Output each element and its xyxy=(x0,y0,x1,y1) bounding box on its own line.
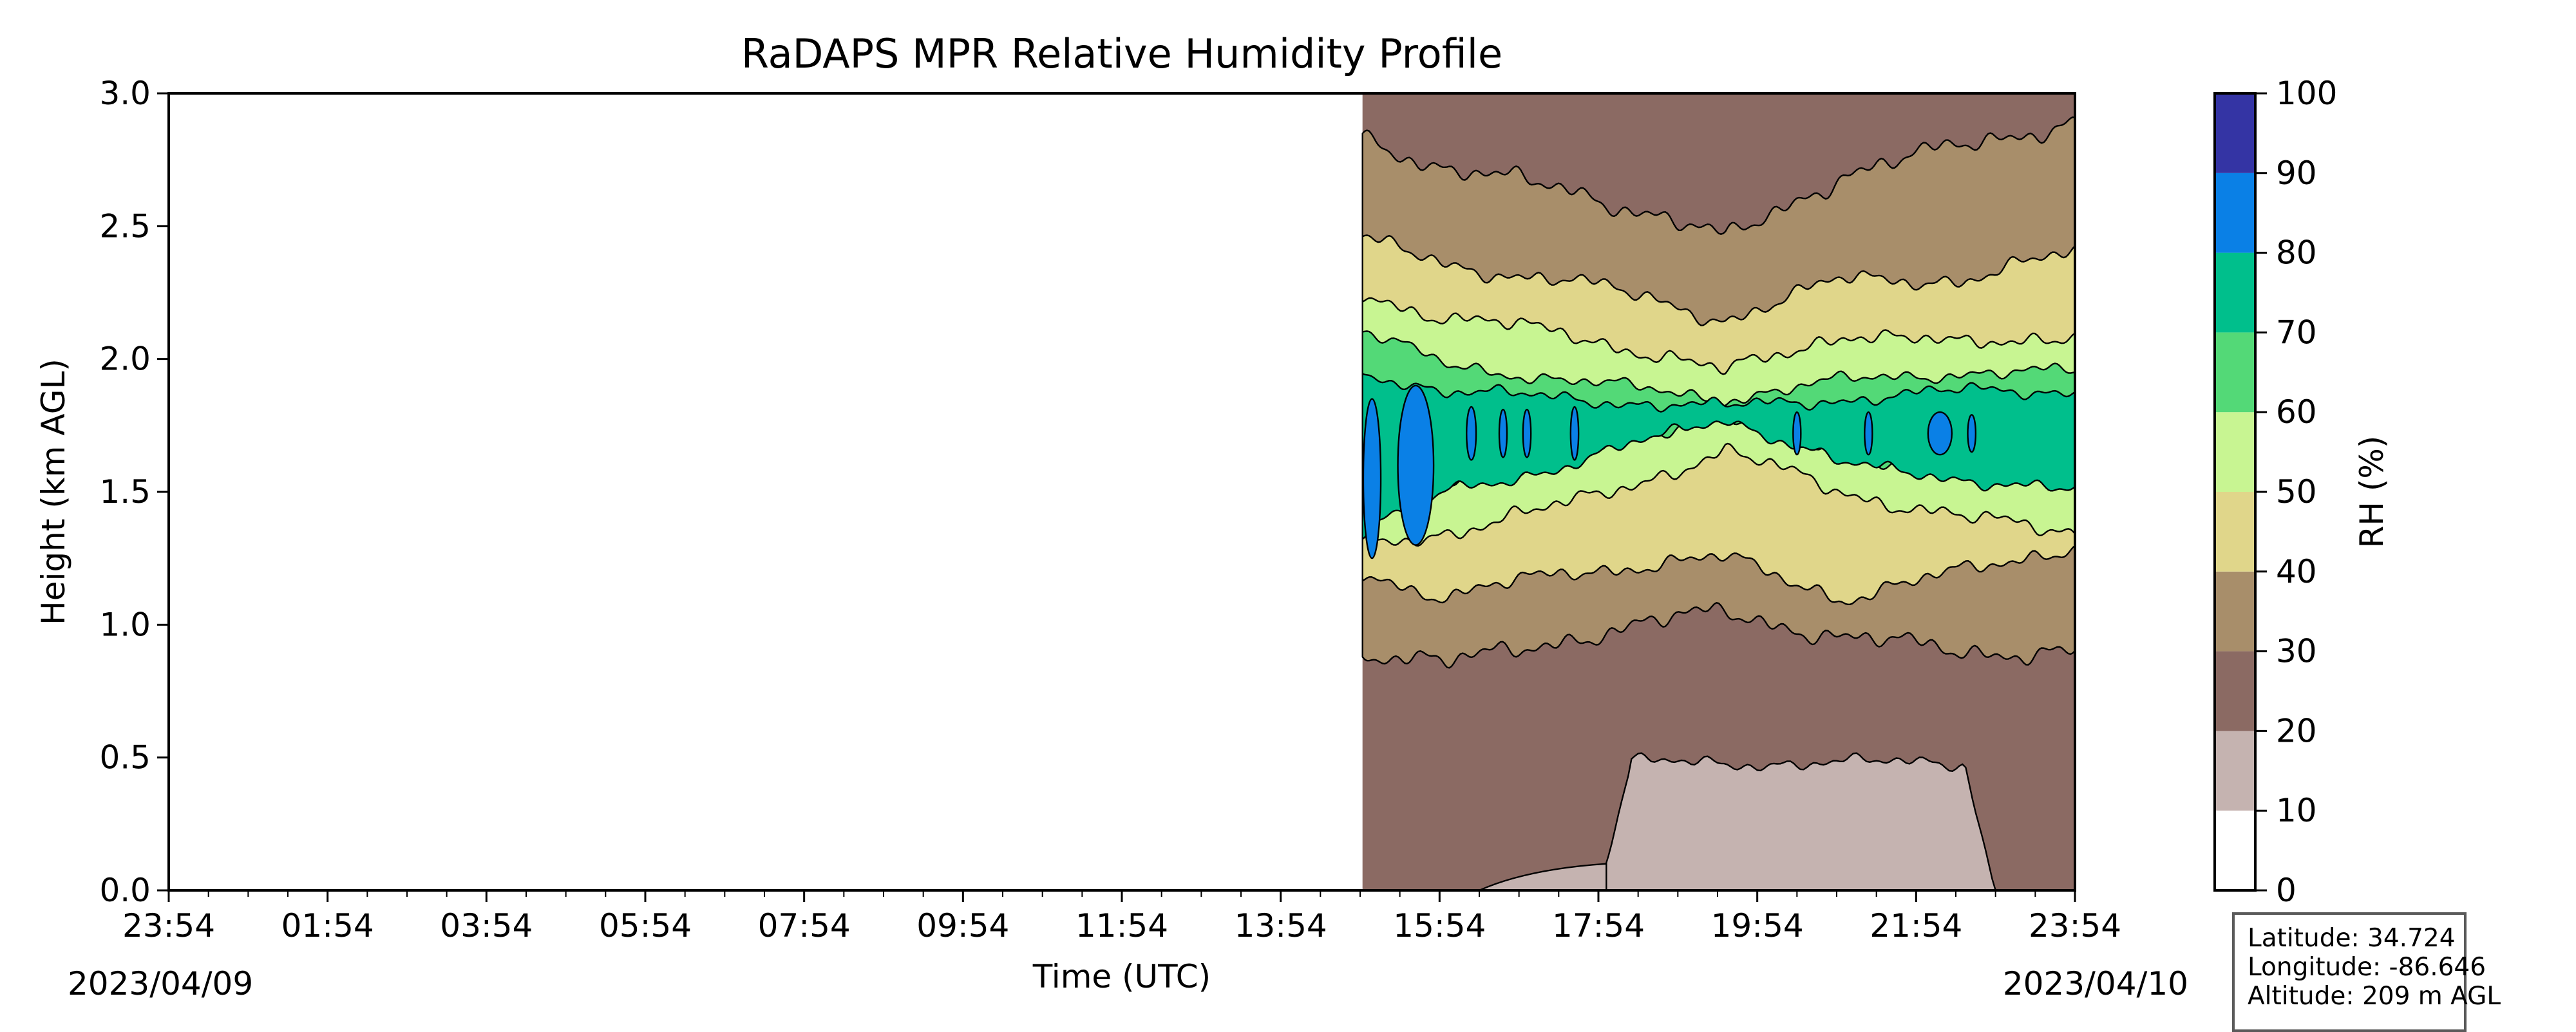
chart-title: RaDAPS MPR Relative Humidity Profile xyxy=(741,30,1502,77)
longitude-text: Longitude: -86.646 xyxy=(2248,953,2486,982)
rh-cell-80-90 xyxy=(1792,411,1802,456)
colorbar-tick-label: 20 xyxy=(2276,712,2317,749)
rh-cell-80-90 xyxy=(1498,408,1508,458)
colorbar-segment xyxy=(2215,332,2255,413)
colorbar-tick-label: 80 xyxy=(2276,234,2317,272)
rh-cell-80-90 xyxy=(1397,384,1435,546)
colorbar-segment xyxy=(2215,811,2255,890)
colorbar-tick-label: 90 xyxy=(2276,155,2317,192)
rh-cell-80-90 xyxy=(1466,406,1477,461)
colorbar: 0 10 20 30 40 50 60 70 80 90 100 xyxy=(2213,75,2337,909)
x-tick-label: 17:54 xyxy=(1552,907,1645,944)
rh-contour-band-1-toe xyxy=(1479,863,1607,890)
end-date: 2023/04/10 xyxy=(2003,965,2188,1002)
rh-cell-80-90 xyxy=(1927,411,1953,456)
x-tick-label: 03:54 xyxy=(440,907,533,944)
colorbar-segment xyxy=(2215,412,2255,492)
y-tick-label: 1.0 xyxy=(99,606,151,643)
colorbar-segment xyxy=(2215,252,2255,333)
y-tick-label: 1.5 xyxy=(99,473,151,511)
start-date: 2023/04/09 xyxy=(68,965,253,1002)
rh-cell-80-90 xyxy=(1864,411,1873,456)
colorbar-tick-label: 0 xyxy=(2276,872,2297,909)
x-tick-label: 23:54 xyxy=(2029,907,2121,944)
rh-contour-band-7 xyxy=(1361,373,2075,541)
colorbar-tick-label: 60 xyxy=(2276,393,2317,431)
colorbar-segment xyxy=(2215,651,2255,731)
rh-cell-80-90 xyxy=(1569,406,1580,461)
colorbar-segment xyxy=(2215,173,2255,253)
latitude-text: Latitude: 34.724 xyxy=(2248,924,2456,953)
x-tick-label: 07:54 xyxy=(758,907,851,944)
y-axis-label: Height (km AGL) xyxy=(35,359,72,625)
colorbar-tick-label: 40 xyxy=(2276,553,2317,590)
x-tick-label: 01:54 xyxy=(281,907,374,944)
station-info-box: Latitude: 34.724 Longitude: -86.646 Alti… xyxy=(2232,912,2501,1032)
x-tick-label: 05:54 xyxy=(599,907,692,944)
rh-contour-field xyxy=(1361,93,2075,890)
y-tick-label: 3.0 xyxy=(99,75,151,112)
x-tick-label: 11:54 xyxy=(1075,907,1168,944)
x-tick-label: 21:54 xyxy=(1870,907,1962,944)
colorbar-tick-label: 30 xyxy=(2276,633,2317,670)
rh-cell-80-90 xyxy=(1967,414,1977,453)
altitude-text: Altitude: 209 m AGL xyxy=(2248,982,2501,1011)
colorbar-tick-label: 10 xyxy=(2276,792,2317,829)
x-tick-label: 09:54 xyxy=(916,907,1009,944)
y-axis: 0.0 0.5 1.0 1.5 2.0 2.5 3.0 xyxy=(99,75,169,909)
colorbar-segment xyxy=(2215,731,2255,811)
y-tick-label: 0.5 xyxy=(99,739,151,776)
colorbar-segment xyxy=(2215,492,2255,572)
colorbar-tick-label: 50 xyxy=(2276,473,2317,511)
colorbar-tick-label: 70 xyxy=(2276,314,2317,351)
x-axis: 23:54 01:54 03:54 05:54 07:54 09:54 11:54 13:54… xyxy=(122,890,2121,944)
colorbar-tick-label: 100 xyxy=(2276,75,2337,112)
colorbar-label: RH (%) xyxy=(2353,436,2391,549)
x-tick-label: 13:54 xyxy=(1235,907,1327,944)
x-tick-label: 19:54 xyxy=(1711,907,1804,944)
x-tick-label: 15:54 xyxy=(1393,907,1486,944)
colorbar-segment xyxy=(2215,93,2255,173)
x-axis-label: Time (UTC) xyxy=(1032,958,1211,995)
x-tick-label: 23:54 xyxy=(122,907,215,944)
y-tick-label: 2.5 xyxy=(99,207,151,245)
rh-cell-80-90 xyxy=(1362,398,1382,559)
rh-cell-80-90 xyxy=(1522,408,1532,458)
y-tick-label: 0.0 xyxy=(99,872,151,909)
rh-contour-band-1 xyxy=(1597,752,1996,890)
y-tick-label: 2.0 xyxy=(99,341,151,378)
colorbar-segment xyxy=(2215,571,2255,652)
